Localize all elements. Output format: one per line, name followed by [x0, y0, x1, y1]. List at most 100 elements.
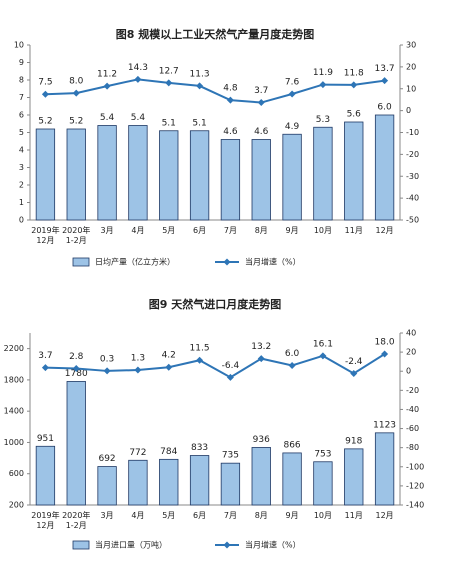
y2-tick-label: -40: [406, 405, 419, 414]
bar: [374, 114, 395, 221]
bar-value-label: 4.6: [223, 127, 238, 137]
legend-label: 日均产量（亿立方米）: [95, 257, 175, 267]
x-tick-label: 6月: [193, 226, 206, 235]
y-tick-label: 3: [19, 163, 24, 172]
y-tick-label: 600: [9, 469, 24, 478]
x-tick-label: 12月: [375, 511, 393, 520]
bar: [313, 126, 333, 221]
line-value-label: 3.7: [254, 86, 268, 96]
bar: [251, 447, 271, 506]
x-tick-label: 6月: [193, 511, 206, 520]
y2-tick-label: -50: [406, 216, 419, 225]
line-value-label: 8.0: [69, 77, 84, 87]
chart-title: 图9 天然气进口月度走势图: [149, 297, 281, 311]
bar-value-label: 1780: [65, 369, 88, 379]
line-value-label: -6.4: [222, 361, 240, 371]
line-marker: [381, 350, 389, 358]
bar: [282, 133, 302, 221]
line-marker: [72, 365, 80, 373]
line-marker: [103, 367, 111, 375]
line-value-label: 6.0: [285, 349, 300, 359]
line-value-label: 14.3: [128, 63, 148, 73]
line-marker: [134, 366, 142, 374]
line-value-label: 3.7: [38, 351, 52, 361]
bar: [159, 130, 179, 221]
bar-value-label: 692: [98, 454, 115, 464]
x-tick-label: 7月: [224, 511, 237, 520]
y-tick-label: 1400: [4, 407, 24, 416]
line-marker: [165, 79, 173, 87]
bar-value-label: 833: [191, 443, 208, 453]
x-tick-label: 2020年 1-2月: [62, 225, 90, 245]
y-tick-label: 4: [19, 146, 24, 155]
y2-tick-label: 20: [406, 348, 416, 357]
line-marker: [350, 81, 358, 89]
y2-tick-label: -20: [406, 150, 419, 159]
y2-tick-label: 10: [406, 84, 416, 93]
y2-tick-label: 0: [406, 106, 411, 115]
bar-value-label: 735: [222, 451, 239, 461]
y-tick-label: 1: [19, 198, 24, 207]
line-value-label: 7.5: [38, 78, 52, 88]
bar: [220, 139, 241, 221]
x-tick-label: 3月: [101, 226, 114, 235]
bar: [128, 459, 148, 506]
y-tick-label: 1800: [4, 375, 24, 384]
bar: [220, 462, 241, 506]
x-tick-label: 2019年 12月: [31, 225, 59, 245]
y2-tick-label: -60: [406, 424, 419, 433]
legend-label: 当月增速（%）: [245, 540, 301, 550]
y2-tick-label: -40: [406, 194, 419, 203]
bar: [374, 432, 395, 506]
bar-value-label: 5.4: [100, 113, 115, 123]
bar: [159, 458, 179, 506]
y-tick-label: 7: [19, 93, 24, 102]
bar: [97, 125, 117, 221]
bar-value-label: 5.2: [38, 117, 52, 127]
line-value-label: 7.6: [285, 78, 300, 88]
bar-value-label: 5.1: [162, 118, 176, 128]
x-tick-label: 9月: [286, 511, 299, 520]
line-marker: [319, 352, 327, 360]
bar-value-label: 5.1: [192, 118, 206, 128]
x-tick-label: 11月: [345, 226, 363, 235]
x-tick-label: 5月: [162, 511, 175, 520]
line-marker: [196, 356, 204, 364]
legend-marker: [223, 541, 231, 549]
line-marker: [134, 75, 142, 83]
bar-value-label: 5.3: [316, 115, 330, 125]
line-value-label: 13.7: [375, 64, 395, 74]
x-tick-label: 7月: [224, 226, 237, 235]
line: [45, 78, 385, 104]
bar-value-label: 772: [129, 448, 146, 458]
x-tick-label: 8月: [255, 226, 268, 235]
y2-tick-label: -30: [406, 172, 419, 181]
y-tick-label: 2: [19, 181, 24, 190]
legend-label: 当月增速（%）: [245, 257, 301, 267]
x-tick-label: 8月: [255, 511, 268, 520]
y-tick-label: 1000: [4, 438, 24, 447]
line: [45, 353, 386, 379]
bar-value-label: 5.6: [347, 110, 362, 120]
line-marker: [288, 361, 296, 369]
bar-value-label: 951: [37, 434, 54, 444]
legend-label: 当月进口量（万吨）: [95, 540, 167, 550]
x-tick-label: 5月: [162, 226, 175, 235]
x-tick-label: 4月: [131, 226, 144, 235]
bar-value-label: 753: [314, 449, 331, 459]
line-value-label: 11.5: [190, 344, 210, 354]
bar: [97, 466, 117, 506]
y-tick-label: 6: [19, 111, 24, 120]
x-tick-label: 9月: [286, 226, 299, 235]
line-marker: [319, 81, 327, 89]
bar: [344, 448, 364, 506]
line-value-label: 1.3: [131, 353, 145, 363]
line-marker: [41, 90, 49, 98]
y-tick-label: 0: [19, 216, 24, 225]
bar-value-label: 5.2: [69, 117, 83, 127]
bar-value-label: 4.9: [285, 122, 300, 132]
line-marker: [257, 355, 265, 363]
bar-value-label: 6.0: [377, 103, 392, 113]
legend-swatch: [72, 540, 90, 550]
